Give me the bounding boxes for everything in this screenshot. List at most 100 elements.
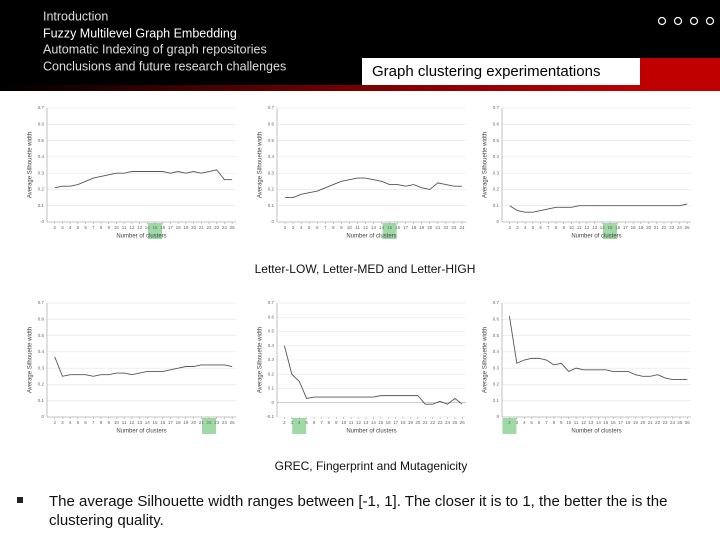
x-axis-label: Number of clusters [116,234,166,240]
highlight [502,418,517,434]
x-axis-label: Number of clusters [346,234,396,240]
chart: 00.10.20.30.40.50.60.72 3 4 5 6 7 8 9 10 11 12 13 14… [483,105,691,240]
nav-item[interactable]: Introduction [43,9,108,23]
x-tick-label: 20 [191,225,197,230]
y-tick-label: 0.5 [268,329,275,334]
x-tick-label: 21 [654,225,660,230]
x-tick-label: 9 [107,225,110,230]
x-tick-label: 22 [206,225,212,230]
x-tick-label: 19 [183,420,189,425]
x-tick-label: 4 [298,420,301,425]
x-tick-label: 5 [530,420,533,425]
x-tick-label: 14 [379,225,385,230]
y-tick-label: 0.3 [268,357,275,362]
x-axis-label: Number of clusters [116,429,166,435]
x-tick-label: 11 [122,225,127,230]
x-tick-label: 6 [539,225,542,230]
x-tick-label: 18 [625,420,631,425]
x-tick-label: 4 [523,420,526,425]
x-tick-label: 3 [292,225,295,230]
x-axis-label: Number of clusters [571,429,621,435]
x-tick-label: 15 [603,420,609,425]
x-tick-label: 25 [230,420,236,425]
x-tick-label: 18 [411,225,417,230]
x-tick-label: 22 [661,225,667,230]
x-tick-label: 19 [638,225,644,230]
x-tick-label: 8 [332,225,335,230]
x-tick-label: 3 [61,225,64,230]
chart: 00.10.20.30.40.50.60.72 3 4 5 6 7 8 9 10 11 12 13 14… [28,300,236,435]
nav-item[interactable]: Fuzzy Multilevel Graph Embedding [43,26,237,40]
y-tick-label: 0.6 [268,121,275,126]
bullet-text: The average Silhouette width ranges betw… [49,493,668,529]
y-tick-label: 0.5 [38,138,45,143]
y-axis-label: Average Silhouette width [28,327,34,393]
x-tick-label: 23 [451,225,457,230]
x-tick-label: 24 [459,225,465,230]
x-tick-label: 11 [122,420,127,425]
y-axis-label: Average Silhouette width [28,132,34,198]
x-tick-label: 5 [305,420,308,425]
x-tick-label: 4 [524,225,527,230]
caption: GREC, Fingerprint and Mutagenicity [275,459,468,473]
x-tick-label: 9 [335,420,338,425]
x-tick-label: 25 [452,420,458,425]
x-tick-label: 7 [320,420,323,425]
x-tick-label: 9 [340,225,343,230]
x-tick-label: 2 [508,420,511,425]
x-tick-label: 20 [646,225,652,230]
y-tick-label: 0.3 [268,170,275,175]
y-tick-label: 0.3 [38,365,45,370]
x-tick-label: 25 [685,225,691,230]
y-tick-label: 0 [496,219,499,224]
x-tick-label: 23 [663,420,669,425]
y-tick-label: 0.1 [493,203,500,208]
x-tick-label: 19 [633,420,639,425]
y-tick-label: 0.5 [38,333,45,338]
highlight [202,418,216,434]
nav-item[interactable]: Automatic Indexing of graph repositories [43,42,267,56]
x-tick-label: 8 [100,225,103,230]
x-tick-label: 12 [129,225,135,230]
x-tick-label: 24 [222,225,228,230]
y-tick-label: 0.5 [268,138,275,143]
x-tick-label: 21 [199,420,205,425]
x-tick-label: 24 [222,420,228,425]
x-tick-label: 12 [356,420,362,425]
x-axis-label: Number of clusters [571,234,621,240]
x-tick-label: 16 [386,420,392,425]
series-line [509,203,688,213]
x-tick-label: 8 [100,420,103,425]
y-tick-label: 0.7 [493,105,500,110]
chart: -0.100.10.20.30.40.50.60.72 3 4 5 6 7 8 9 10 11 12… [258,300,466,435]
x-axis-label: Number of clusters [346,429,396,435]
x-tick-label: 11 [574,420,579,425]
nav-item[interactable]: Conclusions and future research challeng… [43,59,286,73]
x-tick-label: 14 [600,225,606,230]
x-tick-label: 8 [328,420,331,425]
x-tick-label: 6 [313,420,316,425]
y-tick-label: 0.1 [268,203,275,208]
y-tick-label: 0.2 [38,382,45,387]
series-line [283,345,463,405]
y-tick-label: 0.7 [38,105,45,110]
y-tick-label: 0.2 [268,187,275,192]
y-tick-label: 0.5 [493,333,500,338]
x-tick-label: 17 [168,420,174,425]
x-tick-label: 10 [347,225,353,230]
x-tick-label: 23 [214,420,220,425]
x-tick-label: 26 [685,420,691,425]
x-tick-label: 2 [53,420,56,425]
x-tick-label: 11 [355,225,360,230]
x-tick-label: 10 [569,225,575,230]
x-tick-label: 12 [363,225,369,230]
y-tick-label: 0.7 [268,105,275,110]
highlight [148,223,162,239]
x-tick-label: 15 [607,225,613,230]
y-tick-label: 0.3 [493,365,500,370]
y-tick-label: 0.7 [493,300,500,305]
x-tick-label: 7 [545,420,548,425]
x-tick-label: 16 [395,225,401,230]
y-tick-label: 0.2 [493,382,500,387]
